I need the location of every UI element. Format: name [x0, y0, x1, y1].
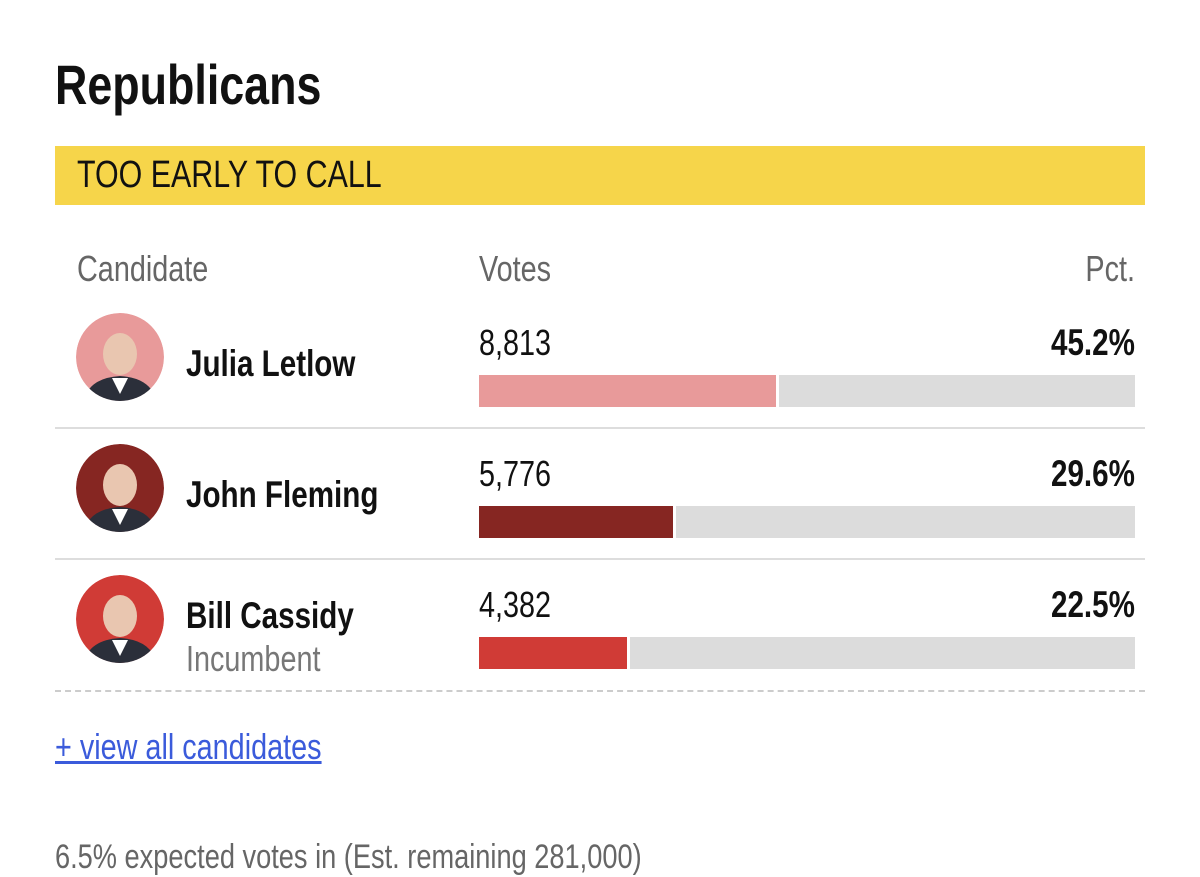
- vote-count: 8,813: [479, 322, 552, 363]
- candidate-note: Incumbent: [186, 638, 321, 679]
- row-separator: [55, 558, 1145, 560]
- column-header: Votes: [479, 248, 552, 289]
- footer-note: 6.5% expected votes in (Est. remaining 2…: [55, 838, 642, 876]
- vote-count: 4,382: [479, 584, 552, 625]
- column-header: Candidate: [77, 248, 209, 289]
- column-header: Pct.: [1085, 248, 1135, 289]
- vote-bar: [479, 637, 630, 669]
- vote-pct: 22.5%: [1051, 584, 1135, 625]
- candidate-photo: [76, 575, 164, 663]
- vote-pct: 29.6%: [1051, 453, 1135, 494]
- candidate-name: Bill Cassidy: [186, 595, 354, 636]
- section-title: Republicans: [55, 53, 322, 116]
- vote-pct: 45.2%: [1051, 322, 1135, 363]
- candidate-name: Julia Letlow: [186, 343, 356, 384]
- row-separator: [55, 427, 1145, 429]
- bar-track: [479, 375, 1135, 407]
- candidate-name: John Fleming: [186, 474, 379, 515]
- candidate-photo: [76, 313, 164, 401]
- status-banner: [55, 146, 1145, 205]
- bar-track: [479, 506, 1135, 538]
- status-text: TOO EARLY TO CALL: [77, 154, 382, 196]
- bar-track: [479, 637, 1135, 669]
- vote-bar: [479, 506, 677, 538]
- view-all-link[interactable]: + view all candidates: [55, 726, 322, 767]
- candidate-photo: [76, 444, 164, 532]
- vote-count: 5,776: [479, 453, 552, 494]
- dashed-separator: [55, 690, 1145, 692]
- vote-bar: [479, 375, 779, 407]
